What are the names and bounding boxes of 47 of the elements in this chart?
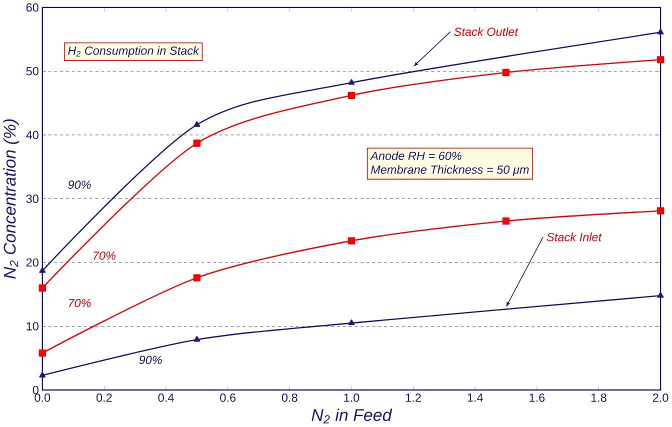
point	[348, 237, 356, 245]
x-tick-label: 2.0	[652, 394, 668, 402]
y-tick-label: 40	[26, 130, 38, 140]
point	[193, 140, 201, 147]
point	[193, 274, 201, 282]
point	[194, 121, 200, 128]
x-tick-label: 0.4	[158, 394, 174, 402]
point	[657, 28, 664, 35]
x-tick-label: 1.6	[530, 394, 545, 402]
series-label: 90%	[139, 356, 162, 364]
x-tick-label: 1.8	[591, 394, 606, 402]
point	[194, 336, 200, 342]
point	[348, 79, 355, 85]
annotation: H$_{2}$ Consumption in Stack	[68, 46, 200, 58]
y-tick-label: 30	[26, 194, 38, 204]
series-label: 90%	[68, 180, 91, 190]
x-tick-label: 1.2	[406, 394, 421, 402]
series-label: 70%	[94, 252, 116, 260]
y-tick-label: 50	[26, 67, 38, 76]
y-tick-label: 20	[26, 258, 38, 267]
x-axis-title: N$_{2}$ in Feed	[312, 408, 392, 424]
annotation: Stack Outlet	[454, 28, 518, 36]
x-tick-label: 0.6	[220, 394, 236, 402]
series-label: 70%	[68, 299, 91, 308]
point	[38, 284, 46, 292]
y-tick-label: 0	[32, 386, 38, 394]
x-tick-label: 1.0	[344, 394, 360, 402]
point	[502, 69, 510, 76]
point	[39, 267, 46, 274]
annotation: Stack Inlet	[546, 232, 602, 242]
point	[39, 372, 46, 378]
point	[348, 92, 356, 100]
y-axis-title: N$_{2}$ Concentration (%)	[3, 120, 20, 279]
y-tick-label: 60	[26, 3, 38, 12]
x-tick-label: 0.0	[34, 394, 50, 402]
point	[348, 320, 355, 326]
annotation: Anode RH = 60%	[370, 152, 462, 160]
y-tick-label: 10	[26, 322, 38, 331]
point	[657, 292, 664, 298]
point	[38, 350, 46, 357]
x-tick-label: 1.4	[468, 394, 483, 402]
point	[502, 218, 510, 225]
x-tick-label: 0.8	[282, 394, 298, 402]
x-tick-label: 0.2	[96, 394, 112, 402]
annotation: Membrane Thickness = 50 μm	[370, 165, 529, 176]
point	[656, 207, 664, 215]
point	[656, 56, 664, 64]
